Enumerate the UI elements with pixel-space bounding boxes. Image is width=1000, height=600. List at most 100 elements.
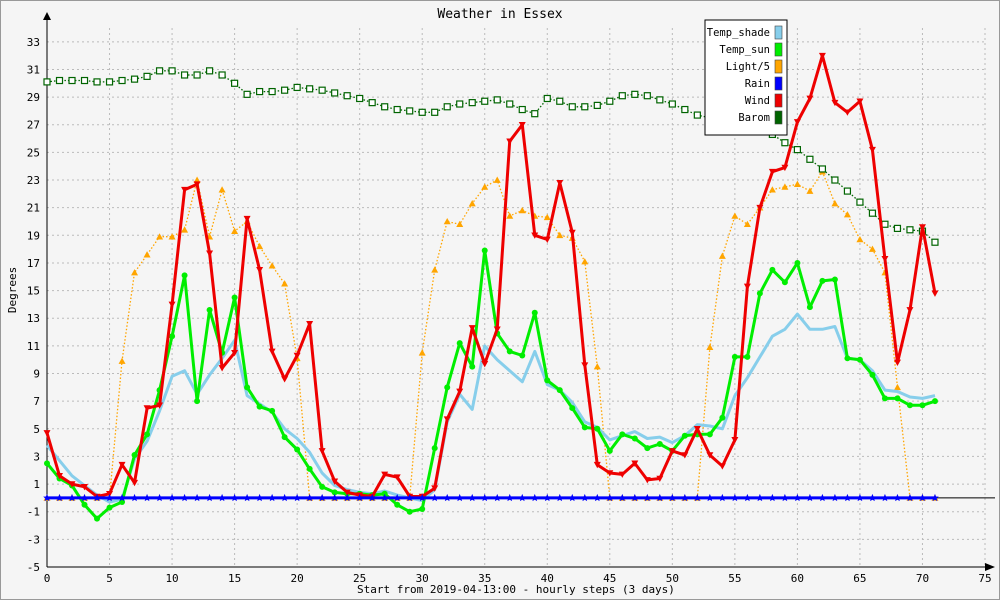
data-point-temp-sun <box>481 247 488 254</box>
data-point-barom <box>368 99 376 107</box>
y-tick-label: 19 <box>27 229 40 242</box>
data-point-temp-sun <box>769 266 776 273</box>
data-point-barom <box>618 92 626 100</box>
data-point-wind <box>81 484 89 491</box>
data-point-rain <box>268 493 276 502</box>
data-point-barom <box>831 176 839 184</box>
data-point-wind <box>256 267 264 274</box>
data-point-temp-sun <box>244 384 251 391</box>
data-point-barom <box>180 71 189 79</box>
data-point-temp-sun <box>731 353 738 360</box>
data-point-barom <box>793 146 802 154</box>
data-point-rain <box>868 493 877 502</box>
data-point-rain <box>193 493 201 502</box>
gridlines <box>46 28 986 568</box>
data-point-temp-sun <box>269 407 276 414</box>
chart-title: Weather in Essex <box>437 7 562 22</box>
data-point-wind <box>731 437 739 444</box>
data-point-barom <box>556 97 564 105</box>
data-point-light-5 <box>143 251 151 258</box>
y-tick-label: 7 <box>33 395 40 408</box>
data-point-rain <box>118 493 126 502</box>
data-point-wind <box>656 475 664 483</box>
data-point-barom <box>468 99 476 107</box>
data-point-light-5 <box>468 200 476 207</box>
data-point-rain <box>68 493 76 502</box>
x-tick-label: 65 <box>853 572 866 585</box>
data-point-light-5 <box>443 217 451 225</box>
data-point-wind <box>618 471 626 478</box>
data-point-wind <box>756 204 764 212</box>
data-point-temp-sun <box>644 445 651 452</box>
data-point-barom <box>155 67 164 75</box>
data-point-wind <box>118 461 126 469</box>
data-point-temp-sun <box>131 452 138 459</box>
y-tick-label: 33 <box>27 36 40 49</box>
data-point-wind <box>268 348 276 355</box>
data-point-light-5 <box>431 266 439 273</box>
data-point-wind <box>893 359 901 366</box>
data-point-temp-sun <box>919 402 926 409</box>
series-line-wind <box>45 54 937 498</box>
data-point-wind <box>243 215 251 223</box>
data-point-wind <box>331 478 339 485</box>
data-point-wind <box>693 425 701 433</box>
data-point-temp-sun <box>681 432 688 439</box>
data-point-temp-sun <box>594 425 601 432</box>
data-point-rain <box>493 493 502 502</box>
data-point-rain <box>418 493 426 502</box>
data-point-light-5 <box>256 242 264 250</box>
data-point-barom <box>568 103 576 111</box>
legend-label-rain: Rain <box>745 78 770 90</box>
data-point-wind <box>743 283 751 290</box>
legend-box <box>704 19 788 136</box>
data-point-barom <box>881 220 889 228</box>
legend-label-temp-shade: Temp_shade <box>707 27 770 39</box>
data-point-wind <box>856 98 864 105</box>
data-point-wind <box>931 290 939 297</box>
data-point-rain <box>93 493 101 502</box>
data-point-barom <box>293 83 301 92</box>
legend-swatch-temp-sun <box>774 42 783 57</box>
y-tick-label: 1 <box>33 478 40 491</box>
data-point-rain <box>505 493 514 502</box>
data-point-barom <box>443 103 451 111</box>
data-point-light-5 <box>706 343 714 351</box>
x-tick-label: 10 <box>165 572 178 585</box>
data-point-temp-sun <box>331 489 338 496</box>
y-tick-label: 25 <box>27 146 40 159</box>
series-rain <box>43 493 939 502</box>
data-point-light-5 <box>131 269 139 276</box>
legend-swatch-wind <box>774 93 783 108</box>
data-point-temp-sun <box>256 403 263 410</box>
data-point-barom <box>693 111 701 119</box>
data-point-light-5 <box>181 226 189 233</box>
y-tick-label: 23 <box>27 174 40 187</box>
data-point-rain <box>280 493 289 502</box>
data-point-barom <box>931 238 939 246</box>
data-point-rain <box>105 493 114 502</box>
data-point-temp-sun <box>556 387 563 394</box>
data-point-temp-sun <box>119 499 126 506</box>
x-tick-label: 25 <box>353 572 366 585</box>
data-point-rain <box>843 493 852 502</box>
data-point-barom <box>493 96 501 104</box>
x-tick-label: 15 <box>228 572 241 585</box>
data-point-barom <box>518 105 526 114</box>
data-point-barom <box>893 224 902 232</box>
data-point-temp-sun <box>544 377 551 384</box>
y-tick-label: -3 <box>27 533 40 546</box>
data-point-temp-sun <box>144 431 151 438</box>
data-point-rain <box>480 493 489 502</box>
data-point-temp-sun <box>519 352 526 359</box>
data-point-wind <box>556 179 564 187</box>
y-tick-label: 11 <box>27 340 40 353</box>
data-point-barom <box>93 78 101 86</box>
data-point-rain <box>530 493 539 502</box>
data-point-rain <box>931 493 939 502</box>
data-point-barom <box>118 76 126 85</box>
data-point-barom <box>393 105 401 114</box>
x-tick-label: 30 <box>416 572 429 585</box>
data-point-barom <box>631 90 639 98</box>
